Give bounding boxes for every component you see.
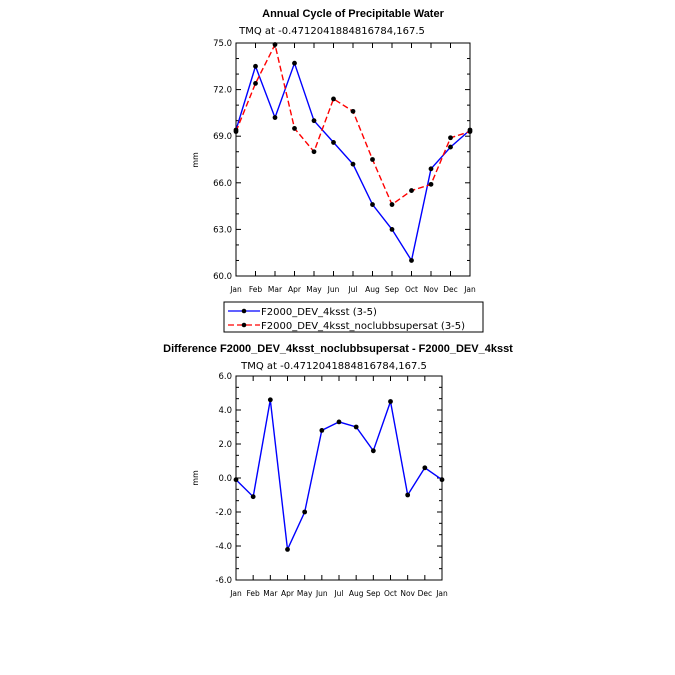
chart-2-ytick-label: 2.0 [218, 440, 232, 450]
chart-2-series-1-point [388, 399, 393, 404]
chart-1-ytick-label: 66.0 [213, 179, 232, 189]
chart-1-series-2-point [467, 129, 473, 134]
chart-1-ytick-label: 63.0 [213, 225, 232, 235]
chart-1-xtick-label: Dec [443, 285, 458, 294]
chart-2-series-1-point [353, 424, 359, 430]
chart-1-ytick-label: 69.0 [213, 132, 232, 142]
chart-1-series-2-point [350, 108, 356, 114]
chart-1-xtick-label: Jan [229, 285, 242, 294]
chart-2-xtick-label: Apr [281, 589, 295, 598]
legend-box [223, 301, 484, 333]
chart-2-xtick-label: Dec [418, 589, 433, 598]
legend-label-series-2: F2000_DEV_4ksst_noclubbsupersat (3-5) [261, 321, 465, 332]
chart-1-series-2-point [233, 129, 239, 134]
chart-1-series-line-2 [235, 42, 471, 206]
chart-1-xtick-label: Apr [288, 285, 302, 294]
legend-label-series-1: F2000_DEV_4ksst (3-5) [261, 307, 377, 318]
chart-1-series-1-point [253, 63, 258, 69]
chart-1-series-1-point [311, 118, 317, 124]
chart-2-subtitle: TMQ at -0.4712041884816784,167.5 [240, 361, 427, 372]
chart-1-series-1-point [272, 115, 278, 120]
chart-2-series-1-point [370, 448, 376, 454]
chart-2-series-1-point [422, 465, 428, 471]
chart-1-subtitle: TMQ at -0.4712041884816784,167.5 [238, 26, 425, 37]
chart-2-ytick-label: -2.0 [215, 508, 232, 518]
chart-2-ytick-label: 6.0 [218, 372, 232, 382]
chart-1-xtick-label: Oct [405, 285, 418, 294]
chart-2-ytick-label: 4.0 [218, 406, 232, 416]
chart-2-xtick-label: Nov [400, 589, 415, 598]
chart-2-xtick-label: Jan [229, 589, 242, 598]
legend-marker-series-1 [241, 308, 247, 314]
chart-2-xtick-label: Jun [315, 589, 328, 598]
chart-1-series-1-point [389, 227, 395, 232]
chart-1-series-1-point [428, 166, 434, 172]
chart-2-series-1-point [302, 509, 308, 515]
chart-1-series-1-point [292, 60, 297, 66]
chart-2-ylabel: mm [191, 470, 200, 486]
chart-1-xtick-label: May [306, 285, 322, 294]
chart-1-xtick-label: Mar [268, 285, 283, 294]
annual-cycle-chart: Annual Cycle of Precipitable Water TMQ a… [191, 8, 476, 294]
chart-1-series-1-point [350, 161, 356, 167]
chart-2-series-1-point [233, 477, 239, 483]
chart-2-xtick-label: Sep [366, 589, 380, 598]
chart-2-ytick-label: 0.0 [218, 474, 232, 484]
chart-2-series-1-point [405, 492, 411, 498]
chart-1-xtick-label: Jul [347, 285, 357, 294]
chart-1-series-2-point [389, 202, 395, 207]
chart-1-ylabel: mm [191, 152, 200, 168]
chart-1-title: Annual Cycle of Precipitable Water [262, 8, 444, 20]
chart-2-xtick-label: Aug [349, 589, 364, 598]
chart-1-ytick-label: 60.0 [213, 272, 232, 282]
chart-2-ytick-label: -4.0 [215, 542, 232, 552]
chart-2-series-1-point [319, 428, 325, 433]
chart-2-xtick-label: Mar [263, 589, 278, 598]
chart-1-xtick-label: Jun [327, 285, 340, 294]
chart-2-xtick-label: Feb [247, 589, 261, 598]
chart-1-series-2-point [428, 181, 434, 187]
chart-2-xtick-label: May [297, 589, 313, 598]
chart-1-series-2-point [409, 188, 414, 193]
chart-2-series-1-point [285, 547, 290, 552]
chart-1-frame [235, 42, 471, 277]
legend: F2000_DEV_4ksst (3-5) F2000_DEV_4ksst_no… [223, 301, 484, 333]
chart-1-xtick-label: Sep [385, 285, 399, 294]
chart-1-series-1-point [409, 258, 414, 263]
chart-2-title: Difference F2000_DEV_4ksst_noclubbsupers… [163, 343, 513, 355]
chart-2-frame [235, 375, 443, 581]
chart-1-series-2-point [253, 80, 258, 86]
chart-1-series-1-point [448, 144, 453, 150]
chart-2-xtick-label: Jul [333, 589, 343, 598]
chart-2-series-1-point [250, 494, 256, 500]
chart-2-xtick-label: Oct [384, 589, 397, 598]
chart-1-xtick-label: Nov [424, 285, 439, 294]
chart-2-series-1-point [267, 397, 273, 403]
chart-1-series-2-point [448, 135, 453, 141]
chart-2-series-1-point [439, 477, 445, 483]
chart-1-xtick-label: Aug [365, 285, 380, 294]
chart-1-xtick-label: Feb [249, 285, 263, 294]
chart-2-xtick-label: Jan [435, 589, 448, 598]
chart-1-ytick-label: 75.0 [213, 39, 232, 49]
chart-1-series-2-point [272, 42, 278, 47]
chart-1-series-2-point [311, 149, 317, 155]
chart-1-xtick-label: Jan [463, 285, 476, 294]
chart-2-series-1-point [336, 419, 342, 425]
chart-1-series-1-point [331, 140, 336, 145]
difference-chart: Difference F2000_DEV_4ksst_noclubbsupers… [163, 343, 513, 598]
chart-2-ytick-label: -6.0 [215, 576, 232, 586]
chart-1-ytick-label: 72.0 [213, 86, 232, 96]
chart-1-series-2-point [370, 157, 375, 162]
legend-marker-series-2 [241, 322, 247, 328]
chart-1-series-2-point [292, 126, 297, 131]
chart-1-series-1-point [370, 202, 375, 207]
chart-1-series-2-point [331, 96, 336, 102]
